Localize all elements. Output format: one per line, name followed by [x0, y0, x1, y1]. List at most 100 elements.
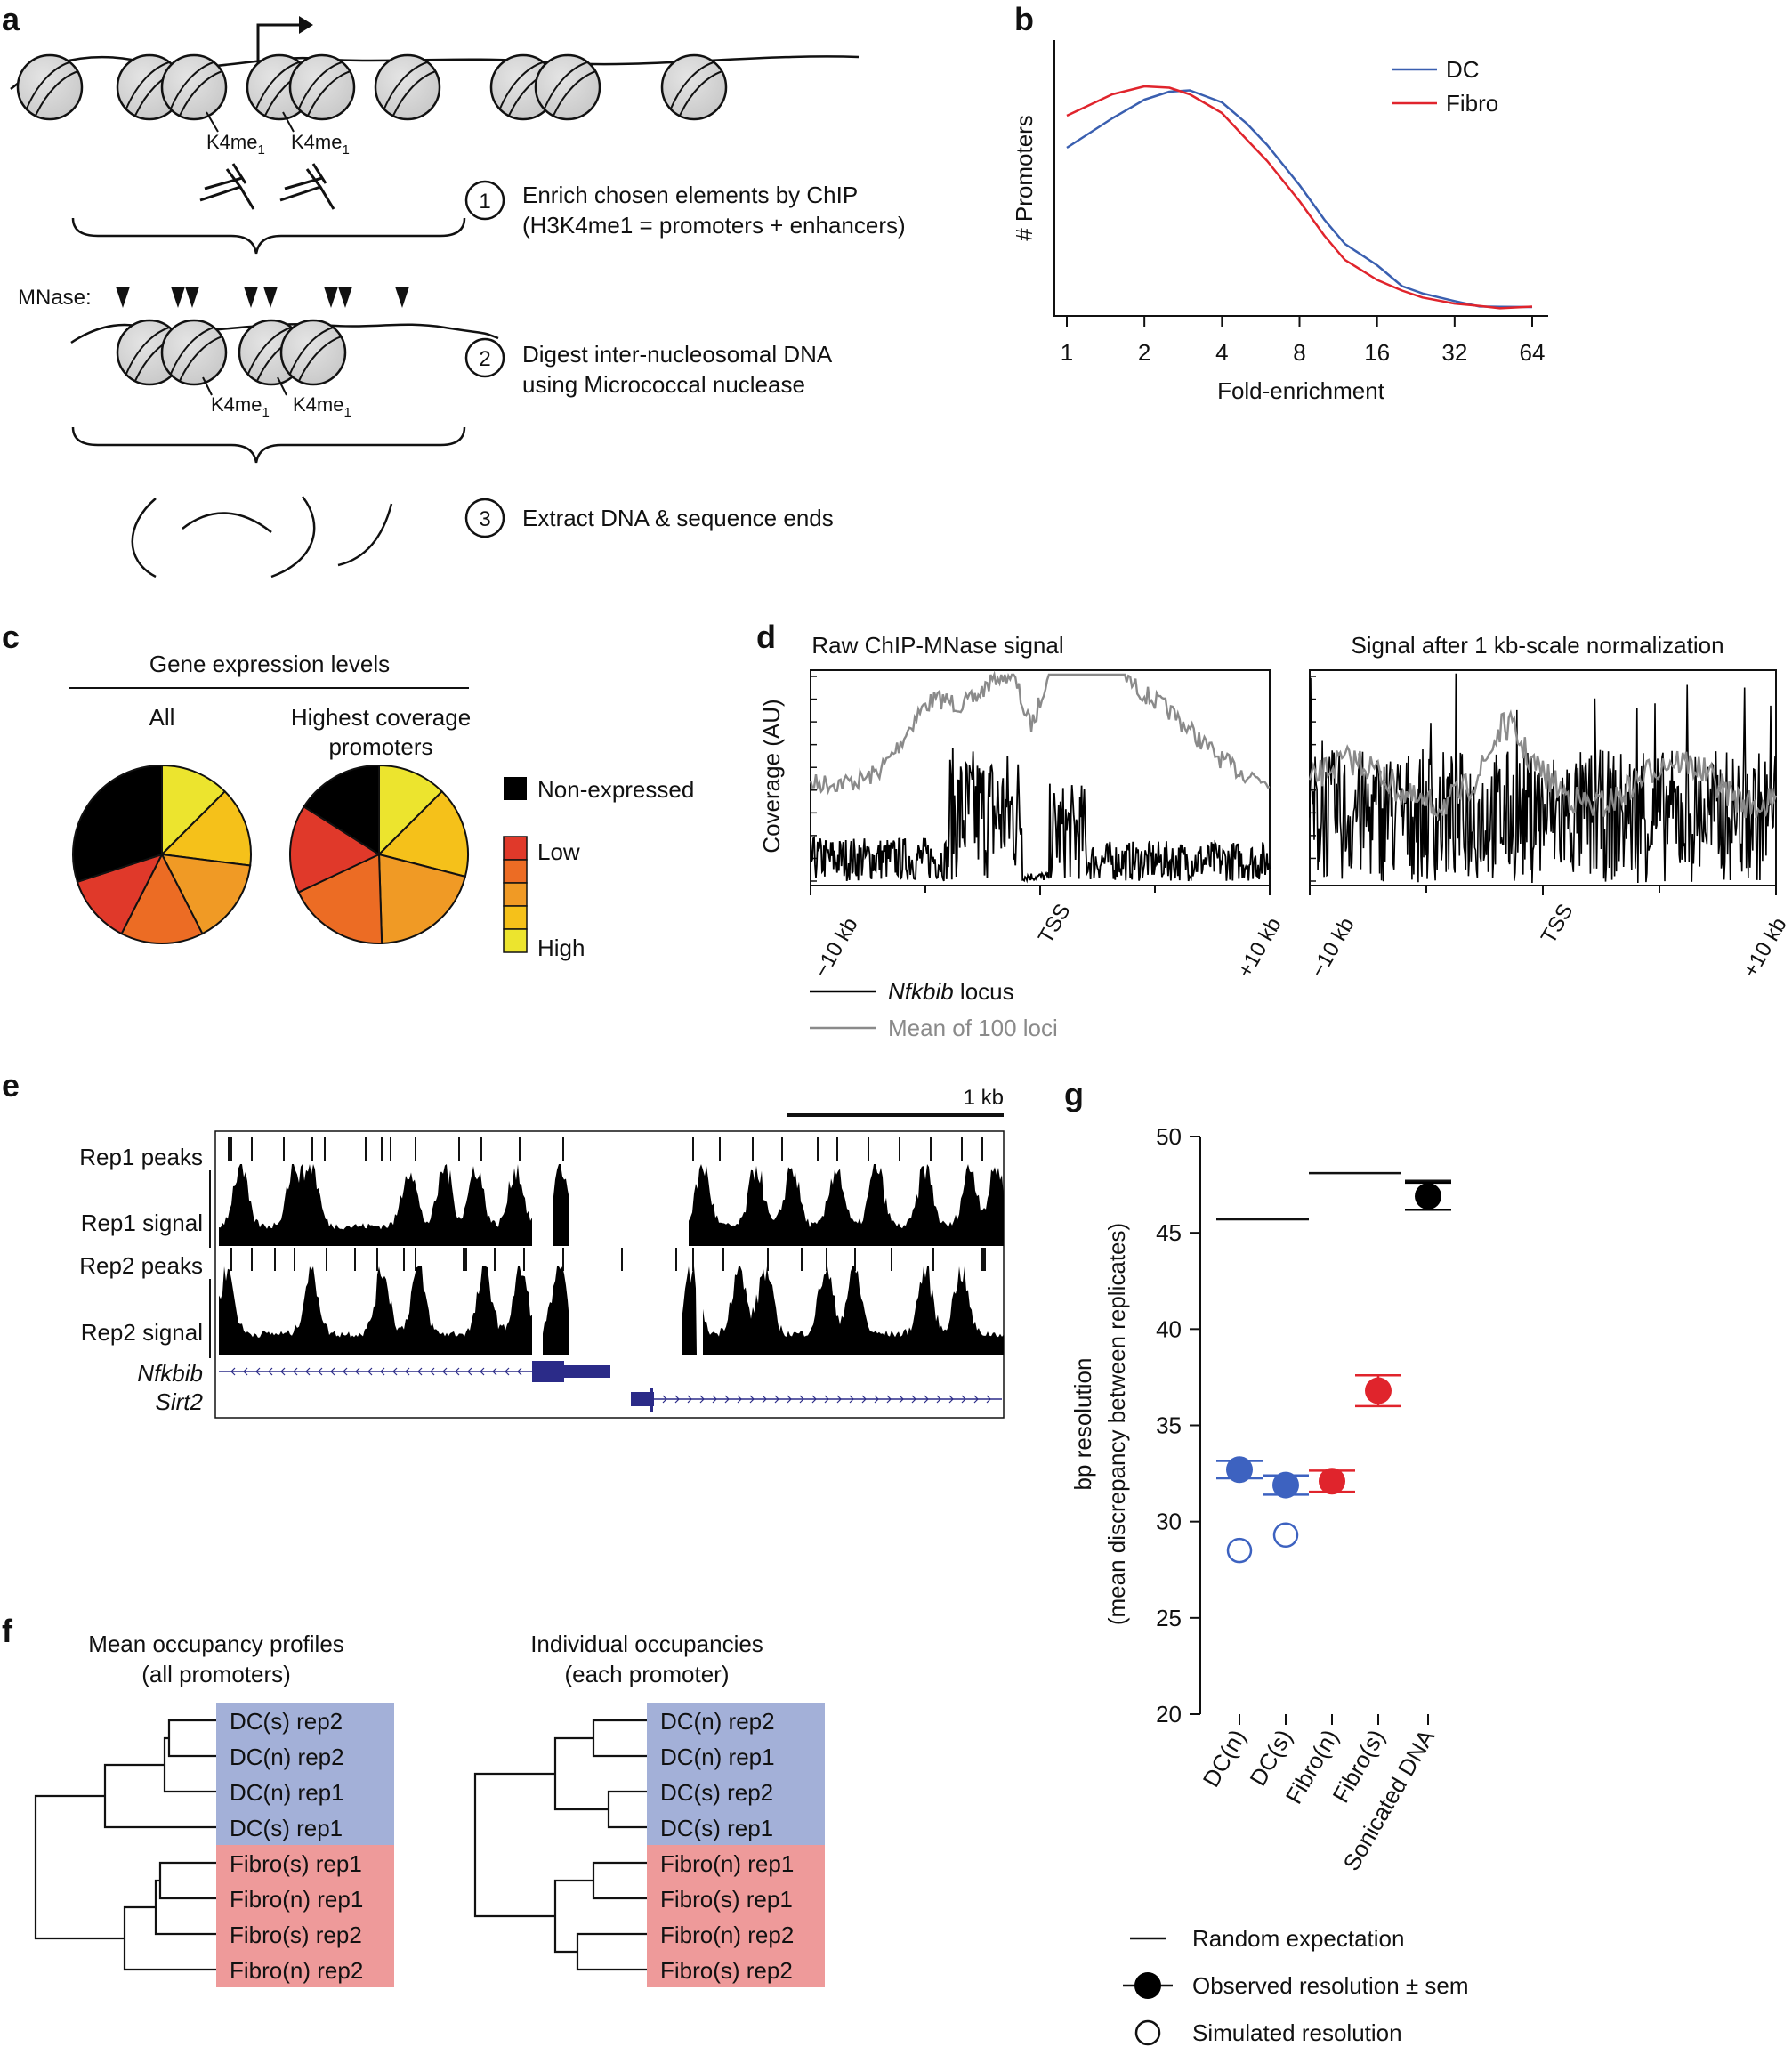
antibody-icon-1: [199, 163, 255, 210]
chevron-right-icon: [811, 1395, 817, 1404]
d-raw-mean-line: [809, 670, 1271, 796]
leaf-label-dc-n-rep1: DC(n) rep1: [230, 1779, 344, 1806]
peak-tick: [692, 1137, 694, 1161]
nucleosome: [534, 53, 601, 121]
pie-slice-1: [377, 789, 469, 878]
leaf-label-dc-s-rep2: DC(s) rep2: [230, 1708, 343, 1735]
d-xticks: [810, 886, 1777, 895]
chevron-left-icon: [268, 1367, 273, 1376]
g-simulated-point: [1226, 1537, 1253, 1564]
c-legend-low: Low: [537, 838, 580, 865]
peak-tick: [381, 1137, 383, 1161]
chevron-right-icon: [774, 1395, 779, 1404]
d-xtick-norm-plus10: +10 kb: [1739, 914, 1792, 982]
peak-tick: [326, 1248, 327, 1271]
chevron-left-icon: [293, 1367, 298, 1376]
leaf-label-fibro-n-rep1: Fibro(n) rep1: [660, 1850, 794, 1877]
svg-text:1: 1: [479, 190, 490, 214]
d-signals: [809, 670, 1778, 884]
chevron-right-icon: [861, 1395, 867, 1404]
g-ytick-label: 25: [1156, 1605, 1182, 1631]
chevron-right-icon: [662, 1395, 667, 1404]
chevron-left-icon: [492, 1367, 497, 1376]
dna-fragment-3: [270, 496, 316, 578]
nucleosome: [279, 319, 347, 386]
k4me1-label-1: K4me1: [206, 131, 265, 158]
panel-c-chart: Gene expression levels All Highest cover…: [69, 651, 694, 961]
peak-tick: [826, 1248, 827, 1271]
leaf-label-dc-s-rep1: DC(s) rep1: [230, 1815, 343, 1841]
panel-label-a: a: [2, 1, 20, 37]
b-xtick-label: 64: [1520, 339, 1546, 366]
leaf-label-dc-n-rep2: DC(n) rep2: [660, 1708, 775, 1735]
d-xtick-norm-minus10: −10 kb: [1306, 914, 1360, 982]
mark-line-3: [202, 376, 213, 396]
d-title-norm: Signal after 1 kb-scale normalization: [1351, 632, 1723, 659]
peak-tick: [274, 1248, 276, 1271]
c-pie-label-highest-2: promoters: [328, 733, 432, 760]
step-1: 1 Enrich chosen elements by ChIP (H3K4me…: [464, 180, 906, 239]
leaf-label-dc-s-rep1: DC(s) rep1: [660, 1815, 773, 1841]
b-xtick-label: 2: [1138, 339, 1150, 366]
g-ytick-label: 20: [1156, 1701, 1182, 1727]
k4me1-label-3: K4me1: [211, 393, 270, 420]
mnase-cut-marker: [171, 287, 185, 308]
chevron-right-icon: [687, 1395, 692, 1404]
step-1-line2: (H3K4me1 = promoters + enhancers): [522, 212, 906, 239]
chevron-right-icon: [986, 1395, 991, 1404]
signal-area: [219, 1266, 1004, 1355]
peak-tick: [283, 1137, 285, 1161]
chevron-right-icon: [874, 1395, 879, 1404]
leaf-box: [647, 1738, 825, 1774]
peak-tick: [562, 1137, 564, 1161]
b-xtick-label: 32: [1441, 339, 1467, 366]
chevron-left-icon: [280, 1367, 286, 1376]
chevron-right-icon: [724, 1395, 730, 1404]
k4me1-label-4: K4me1: [293, 393, 351, 420]
mnase-cut-marker: [263, 287, 278, 308]
chevron-right-icon: [749, 1395, 755, 1404]
panel-label-d: d: [756, 619, 776, 655]
b-legend-dc: DC: [1446, 56, 1480, 83]
panel-label-e: e: [2, 1067, 20, 1104]
nucleosome: [288, 53, 356, 121]
c-pie-label-highest-1: Highest coverage: [291, 704, 471, 731]
chevron-right-icon: [948, 1395, 954, 1404]
chevron-left-icon: [455, 1367, 460, 1376]
peak-tick: [817, 1137, 819, 1161]
chevron-left-icon: [505, 1367, 510, 1376]
step-2-line1: Digest inter-nucleosomal DNA: [522, 341, 833, 368]
step-2-line2: using Micrococcal nuclease: [522, 371, 805, 398]
pie-slice-3: [297, 853, 383, 944]
mnase-label: MNase:: [18, 286, 92, 310]
nucleosome: [374, 53, 441, 121]
d-norm-mean-line: [1308, 709, 1778, 819]
leaf-box: [216, 1738, 394, 1774]
f-left-tree: DC(s) rep2 DC(n) rep2 DC(n) rep1 DC(s) rep1…: [34, 1703, 394, 1987]
pie-slice-3: [120, 852, 204, 944]
chevron-right-icon: [936, 1395, 941, 1404]
nucleosome-row-mid: [116, 319, 347, 386]
panel-g-chart: bp resolution (mean discrepancy between …: [1070, 1123, 1469, 2046]
d-xtick-norm-tss: TSS: [1537, 900, 1578, 948]
panel-label-b: b: [1014, 1, 1034, 37]
step-2: 2 Digest inter-nucleosomal DNA using Mic…: [464, 337, 833, 398]
mnase-cut-marker: [244, 287, 258, 308]
peak-tick: [891, 1248, 892, 1271]
chevron-left-icon: [318, 1367, 323, 1376]
leaf-box: [647, 1952, 825, 1987]
step-3-line1: Extract DNA & sequence ends: [522, 505, 834, 531]
tss-arrowhead: [299, 16, 313, 34]
dna-fragment-2: [182, 512, 272, 533]
panel-f-dendrograms: Mean occupancy profiles (all promoters) …: [34, 1630, 825, 1987]
leaf-box: [216, 1703, 394, 1738]
pie-slice-2: [377, 853, 467, 944]
antibody-icon-2: [279, 163, 335, 210]
pie-slice-5: [303, 764, 380, 856]
peak-tick: [390, 1137, 391, 1161]
peak-tick: [722, 1248, 724, 1271]
leaf-label-dc-n-rep2: DC(n) rep2: [230, 1744, 344, 1770]
signal-area: [219, 1164, 1004, 1246]
g-ytick-label: 30: [1156, 1509, 1182, 1535]
chevron-left-icon: [417, 1367, 423, 1376]
